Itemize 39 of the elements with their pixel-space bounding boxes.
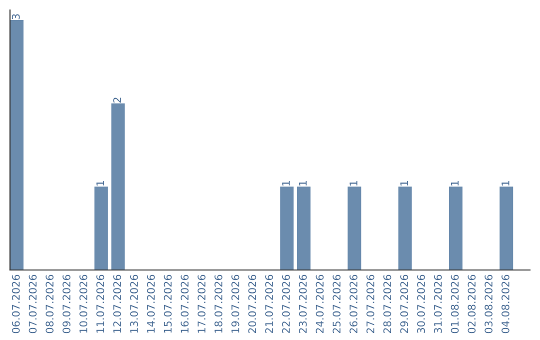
x-tick-label: 14.07.2026	[146, 274, 155, 333]
x-tick-label: 08.07.2026	[46, 274, 54, 334]
x-tick-label: 02.08.2026	[468, 274, 476, 334]
x-tick-label: 20.07.2026	[248, 274, 256, 334]
x-tick-label: 22.07.2026	[282, 274, 290, 334]
x-tick-label: 28.07.2026	[383, 274, 392, 334]
x-tick-label: 11.07.2026	[96, 274, 104, 333]
x-tick-label: 31.07.2026	[434, 274, 442, 334]
x-tick-label: 21.07.2026	[265, 274, 274, 334]
data-label: 1	[450, 181, 459, 186]
x-tick-label: 25.07.2026	[332, 274, 341, 334]
data-label: 1	[350, 181, 358, 186]
x-tick-label: 16.07.2026	[180, 274, 189, 333]
x-tick-label: 23.07.2026	[298, 274, 307, 334]
x-tick-label: 03.08.2026	[484, 274, 493, 334]
x-tick-label: 19.07.2026	[231, 274, 240, 333]
x-tick-label: 18.07.2026	[214, 274, 222, 333]
x-tick-label: 10.07.2026	[79, 274, 88, 333]
data-label: 1	[400, 181, 408, 186]
x-tick-label: 17.07.2026	[198, 274, 206, 333]
x-tick-label: 15.07.2026	[164, 274, 172, 333]
data-label: 1	[96, 181, 104, 186]
data-label: 2	[113, 98, 121, 103]
data-label: 3	[12, 14, 20, 20]
x-tick-label: 04.08.2026	[502, 274, 510, 334]
x-tick-label: 26.07.2026	[350, 274, 358, 334]
data-label: 1	[502, 181, 510, 186]
x-tick-label: 06.07.2026	[12, 274, 20, 334]
x-tick-label: 29.07.2026	[400, 274, 408, 334]
x-tick-label: 12.07.2026	[113, 274, 122, 333]
x-tick-label: 24.07.2026	[316, 274, 324, 334]
x-tick-label: 30.07.2026	[417, 274, 425, 334]
x-tick-label: 13.07.2026	[130, 274, 138, 333]
x-tick-label: 01.08.2026	[450, 274, 459, 334]
x-tick-label: 09.07.2026	[62, 274, 70, 334]
x-tick-label: 07.07.2026	[28, 274, 37, 334]
data-label: 1	[282, 181, 290, 186]
x-tick-label: 27.07.2026	[366, 274, 374, 334]
data-label: 1	[299, 181, 307, 186]
